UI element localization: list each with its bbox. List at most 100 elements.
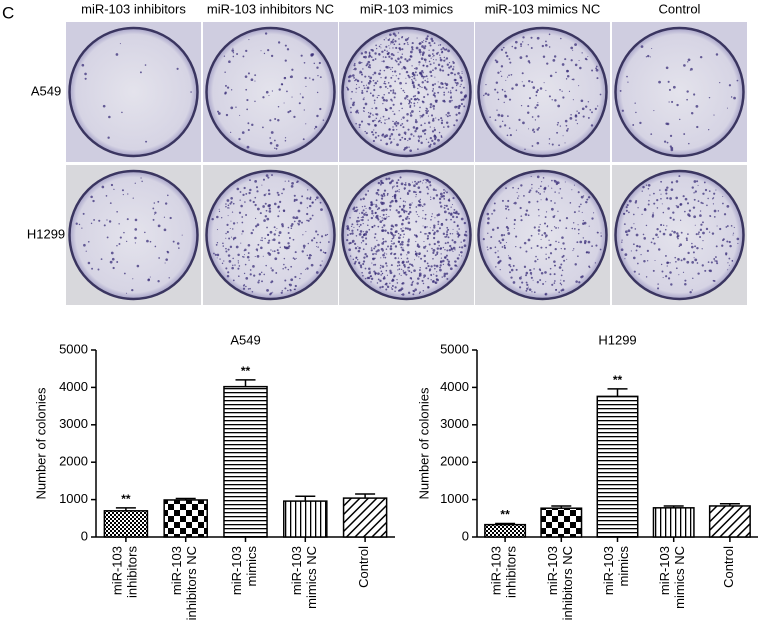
colony-dot <box>582 115 585 118</box>
colony-dot <box>385 177 388 181</box>
colony-dot <box>389 247 393 251</box>
colony-dot <box>228 207 230 209</box>
colony-dot <box>271 239 273 241</box>
colony-dot <box>452 246 456 250</box>
colony-dot <box>305 123 307 125</box>
colony-dot <box>453 66 455 68</box>
colony-dot <box>399 81 402 85</box>
colony-dot <box>721 244 724 247</box>
colony-dot <box>459 76 462 79</box>
x-tick-label: miR-103mimics NC <box>289 546 319 609</box>
colony-dot <box>425 61 427 63</box>
colony-dot <box>394 290 396 292</box>
colony-dot <box>556 123 559 126</box>
colony-dot <box>553 282 556 284</box>
colony-dot <box>543 222 547 225</box>
dish <box>68 26 199 158</box>
colony-dot <box>408 189 411 193</box>
colony-dot <box>382 249 384 252</box>
colony-dot <box>239 191 242 193</box>
colony-dot <box>256 190 259 193</box>
colony-dot <box>506 134 509 137</box>
colony-dot <box>237 253 240 257</box>
colony-dot <box>398 205 401 208</box>
colony-dot <box>438 131 441 134</box>
colony-dot <box>380 117 382 119</box>
colony-dot <box>688 209 692 212</box>
colony-dot <box>627 81 629 83</box>
colony-dot <box>383 257 385 259</box>
colony-dot <box>83 243 86 247</box>
colony-dot <box>580 275 583 279</box>
colony-dot <box>400 118 402 120</box>
colony-dot <box>355 83 358 86</box>
colony-dot <box>367 190 370 192</box>
colony-dot <box>589 109 592 111</box>
colony-dot <box>525 289 528 292</box>
colony-dot <box>439 268 442 272</box>
colony-dot <box>536 244 539 248</box>
colony-dot <box>413 269 416 272</box>
colony-dot <box>349 216 351 219</box>
colony-dot <box>346 227 350 230</box>
colony-dot <box>291 182 294 185</box>
colony-dot <box>386 265 388 267</box>
colony-dot <box>668 88 671 91</box>
colony-dot <box>386 50 388 52</box>
colony-dot <box>278 241 281 244</box>
y-tick-label: 0 <box>462 528 469 543</box>
colony-dot <box>700 201 703 204</box>
colony-dot <box>580 99 584 103</box>
colony-dot <box>554 215 556 217</box>
colony-dot <box>109 260 113 264</box>
colony-dot <box>360 81 363 83</box>
colony-dot <box>490 236 493 239</box>
colony-dot <box>504 51 508 54</box>
colony-dot <box>277 119 280 122</box>
colony-dot <box>694 224 696 226</box>
colony-dot <box>383 189 387 192</box>
colony-dot <box>526 283 529 286</box>
colony-dot <box>274 118 277 121</box>
colony-dot <box>385 288 388 291</box>
colony-dot <box>384 80 386 83</box>
colony-dot <box>463 99 465 101</box>
colony-dot <box>660 263 663 266</box>
colony-dot <box>675 205 677 207</box>
colony-dot <box>435 117 437 119</box>
colony-dot <box>419 198 421 201</box>
colony-dot <box>454 260 457 263</box>
colony-dot <box>281 192 283 195</box>
colony-dot <box>401 107 403 110</box>
colony-dot <box>436 229 439 233</box>
colony-dot <box>422 290 425 292</box>
dish <box>614 26 745 158</box>
colony-dot <box>675 180 679 183</box>
colony-dot <box>291 68 294 71</box>
colony-dot <box>439 205 443 208</box>
colony-dot <box>653 192 655 195</box>
colony-dot <box>390 287 392 289</box>
colony-dot <box>454 249 456 251</box>
colony-dot <box>411 42 414 45</box>
colony-dot <box>390 76 393 79</box>
bar <box>708 505 751 538</box>
colony-dot <box>382 102 384 105</box>
colony-dot <box>321 260 323 262</box>
colony-dot <box>238 275 240 277</box>
y-tick-label: 3000 <box>59 416 88 431</box>
colony-dot <box>283 210 286 213</box>
colony-dot <box>301 221 303 224</box>
colony-dot <box>410 102 413 104</box>
colony-dot <box>521 281 524 284</box>
colony-dot <box>405 210 408 213</box>
colony-dot <box>413 184 416 188</box>
colony-dot <box>426 108 429 110</box>
colony-dot <box>403 211 406 214</box>
colony-dot <box>465 230 468 233</box>
colony-dot <box>362 197 365 200</box>
colony-dot <box>542 282 545 285</box>
colony-dot <box>447 49 450 53</box>
colony-dot <box>736 237 740 241</box>
colony-dot <box>715 245 718 248</box>
